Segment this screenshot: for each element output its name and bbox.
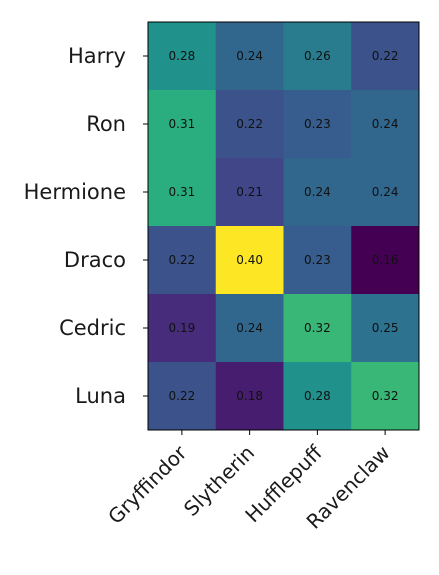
heatmap-cell: [148, 362, 217, 431]
cell-value-label: 0.40: [236, 253, 263, 267]
heatmap-cell: [351, 294, 420, 363]
heatmap-cell: [283, 22, 352, 91]
cell-value-label: 0.28: [169, 49, 196, 63]
row-label: Draco: [64, 248, 126, 272]
heatmap-cell: [215, 226, 284, 295]
heatmap-cell: [215, 22, 284, 91]
cell-value-label: 0.22: [236, 117, 263, 131]
heatmap-cells: [148, 22, 420, 431]
cell-value-label: 0.24: [372, 185, 399, 199]
heatmap-cell-labels: 0.28 0.24 0.26 0.22 0.31 0.22 0.23 0.24 0.31 0.21…: [169, 49, 399, 403]
cell-value-label: 0.24: [304, 185, 331, 199]
plot-frame: [147, 21, 420, 431]
cell-value-label: 0.32: [372, 389, 399, 403]
cell-value-label: 0.25: [372, 321, 399, 335]
heatmap-cell: [215, 90, 284, 159]
heatmap-cell: [215, 294, 284, 363]
cell-value-label: 0.16: [372, 253, 399, 267]
heatmap-cell: [215, 158, 284, 227]
heatmap-cell: [351, 362, 420, 431]
heatmap-cell: [283, 158, 352, 227]
cell-value-label: 0.19: [169, 321, 196, 335]
row-label: Harry: [68, 44, 126, 68]
cell-value-label: 0.31: [169, 117, 196, 131]
cell-value-label: 0.24: [372, 117, 399, 131]
heatmap-cell: [148, 294, 217, 363]
row-label: Cedric: [59, 316, 126, 340]
cell-value-label: 0.23: [304, 253, 331, 267]
cell-value-label: 0.26: [304, 49, 331, 63]
heatmap-cell: [351, 158, 420, 227]
cell-value-label: 0.18: [236, 389, 263, 403]
row-label: Hermione: [24, 180, 126, 204]
cell-value-label: 0.22: [169, 253, 196, 267]
cell-value-label: 0.22: [169, 389, 196, 403]
cell-value-label: 0.32: [304, 321, 331, 335]
heatmap-cell: [283, 90, 352, 159]
cell-value-label: 0.23: [304, 117, 331, 131]
cell-value-label: 0.22: [372, 49, 399, 63]
column-label: Gryffindor: [103, 440, 192, 529]
heatmap-cell: [351, 90, 420, 159]
cell-value-label: 0.28: [304, 389, 331, 403]
heatmap-cell: [215, 362, 284, 431]
row-label: Ron: [86, 112, 126, 136]
heatmap-cell: [148, 22, 217, 91]
heatmap-cell: [283, 362, 352, 431]
cell-value-label: 0.21: [236, 185, 263, 199]
heatmap-cell: [148, 90, 217, 159]
heatmap-cell: [351, 226, 420, 295]
cell-value-label: 0.24: [236, 321, 263, 335]
heatmap-cell: [148, 158, 217, 227]
y-axis: Harry Ron Hermione Draco Cedric Luna: [24, 44, 148, 408]
cell-value-label: 0.24: [236, 49, 263, 63]
heatmap-cell: [351, 22, 420, 91]
cell-value-label: 0.31: [169, 185, 196, 199]
heatmap-cell: [283, 294, 352, 363]
heatmap-cell: [148, 226, 217, 295]
row-label: Luna: [75, 384, 126, 408]
heatmap-cell: [283, 226, 352, 295]
